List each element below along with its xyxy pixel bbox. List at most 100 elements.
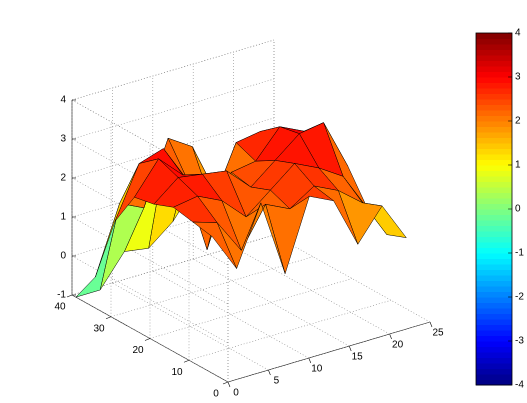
colorbar-segment <box>476 302 512 309</box>
colorbar-segment <box>476 297 512 303</box>
x-tick <box>268 369 271 376</box>
colorbar-segment <box>476 352 512 358</box>
colorbar-segment <box>476 236 512 243</box>
colorbar-segment <box>476 44 512 50</box>
z-tick-label: 0 <box>60 251 66 262</box>
z-tick-label: 4 <box>60 95 66 106</box>
colorbar-segment <box>476 253 512 259</box>
colorbar-segment <box>476 93 512 100</box>
colorbar-segment <box>476 374 512 380</box>
colorbar-segment <box>476 291 512 298</box>
y-tick-label: 40 <box>54 302 66 313</box>
x-tick <box>308 357 312 364</box>
y-tick-label: 30 <box>93 323 105 334</box>
x-tick-label: 10 <box>311 364 323 375</box>
grid-line <box>71 234 275 296</box>
colorbar-segment <box>476 49 512 56</box>
z-tick-label: -1 <box>57 290 66 301</box>
colorbar-segment <box>476 346 512 353</box>
colorbar-segment <box>476 99 512 105</box>
colorbar-segment <box>476 231 512 237</box>
colorbar-segment <box>476 176 512 182</box>
y-tick-label: 0 <box>213 389 219 400</box>
z-tick-label: 3 <box>60 134 66 145</box>
colorbar-segment <box>476 368 512 375</box>
y-tick <box>144 338 151 341</box>
x-tick <box>429 321 433 328</box>
colorbar-segment <box>476 319 512 325</box>
colorbar-segment <box>476 55 512 61</box>
colorbar-segment <box>476 286 512 292</box>
y-tick <box>183 359 190 363</box>
colorbar-segment <box>476 38 512 45</box>
grid-line <box>227 321 431 383</box>
grid-line <box>149 278 353 339</box>
y-tick-label: 10 <box>171 367 183 378</box>
colorbar-segment <box>476 121 512 127</box>
colorbar-segment <box>476 71 512 78</box>
grid-line <box>188 299 392 361</box>
colorbar-segment <box>476 143 512 149</box>
colorbar-tick-label: -4 <box>515 380 524 391</box>
colorbar-segment <box>476 165 512 171</box>
colorbar-segment <box>476 280 512 287</box>
colorbar-segment <box>476 247 512 254</box>
colorbar-segment <box>476 357 512 364</box>
colorbar-tick-label: -2 <box>515 292 524 303</box>
grid-line <box>71 195 275 257</box>
colorbar-tick-label: -3 <box>515 336 524 347</box>
colorbar-segment <box>476 33 512 39</box>
colorbar-segment <box>476 379 512 386</box>
surface-patch <box>192 221 237 269</box>
colorbar-segment <box>476 209 512 215</box>
grid-line <box>71 78 275 140</box>
colorbar-segment <box>476 159 512 166</box>
colorbar-segment <box>476 154 512 160</box>
colorbar-segment <box>476 137 512 144</box>
colorbar-segment <box>476 214 512 221</box>
y-tick <box>66 294 73 298</box>
colorbar-segment <box>476 335 512 342</box>
colorbar-segment <box>476 77 512 83</box>
y-tick <box>222 381 229 385</box>
colorbar-tick-label: -1 <box>515 248 524 259</box>
x-tick-label: 5 <box>274 376 280 387</box>
colorbar-segment <box>476 242 512 248</box>
x-tick-label: 20 <box>392 340 404 351</box>
grid-line <box>71 39 275 101</box>
colorbar-segment <box>476 104 512 111</box>
grid-line <box>110 256 314 318</box>
colorbar-segment <box>476 330 512 336</box>
colorbar-segment <box>476 220 512 226</box>
colorbar-segment <box>476 148 512 155</box>
colorbar-segment <box>476 269 512 276</box>
y-tick-label: 20 <box>132 345 144 356</box>
colorbar-segment <box>476 225 512 232</box>
colorbar-segment <box>476 88 512 94</box>
x-tick-label: 25 <box>432 328 444 339</box>
colorbar-segment <box>476 313 512 320</box>
colorbar-segment <box>476 82 512 89</box>
colorbar-segment <box>476 275 512 281</box>
x-tick <box>227 381 231 388</box>
colorbar-tick-label: 2 <box>515 116 521 127</box>
colorbar-segment <box>476 258 512 265</box>
colorbar-segment <box>476 203 512 210</box>
colorbar-segment <box>476 66 512 72</box>
colorbar-segment <box>476 110 512 116</box>
colorbar-tick-label: 1 <box>515 160 521 171</box>
y-tick <box>105 316 112 320</box>
colorbar-segment <box>476 308 512 314</box>
colorbar-segment <box>476 187 512 193</box>
colorbar-segment <box>476 324 512 331</box>
colorbar-segment <box>476 115 512 122</box>
colorbar-segment <box>476 192 512 199</box>
colorbar-segment <box>476 132 512 138</box>
x-tick <box>348 345 352 352</box>
colorbar-tick-label: 3 <box>515 72 521 83</box>
x-tick <box>389 333 392 340</box>
colorbar-segment <box>476 126 512 133</box>
colorbar-segment <box>476 341 512 347</box>
